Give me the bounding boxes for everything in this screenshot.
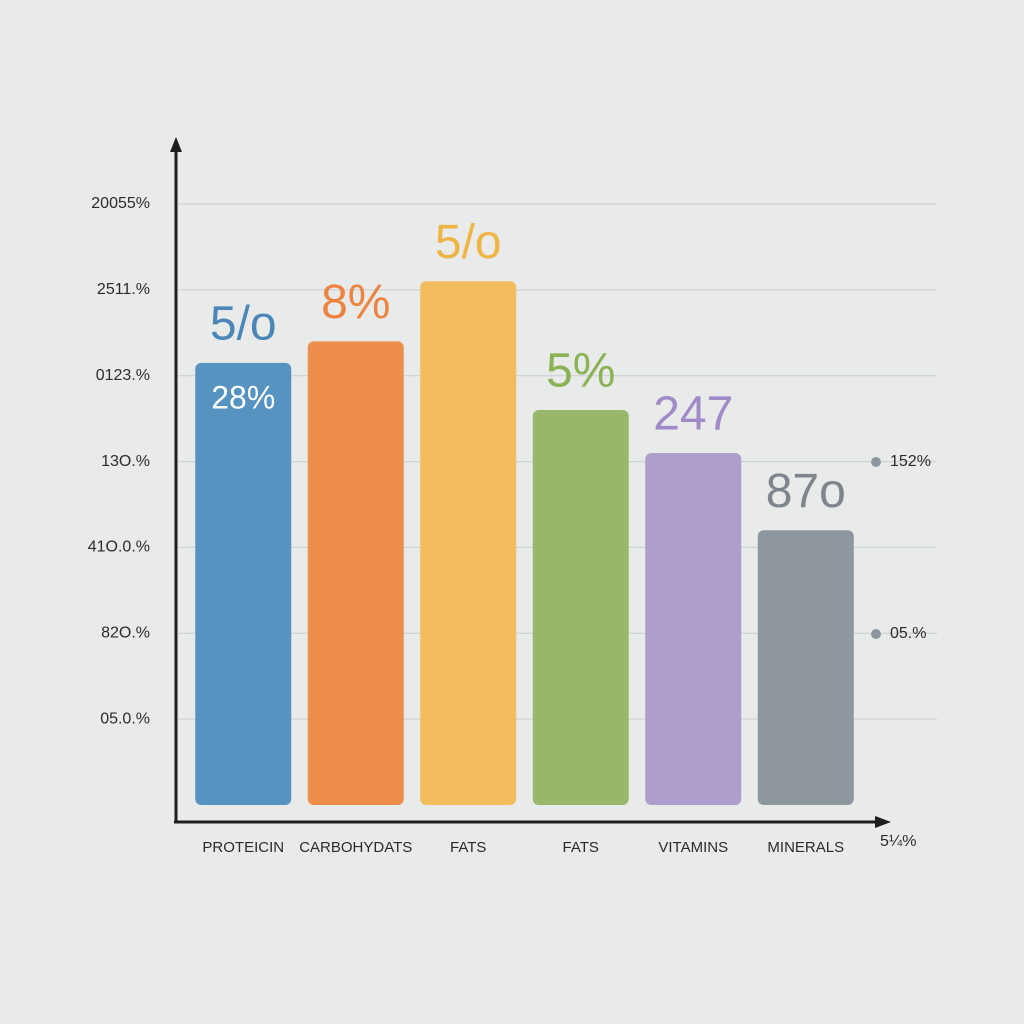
- x-tick-label: MINERALS: [767, 839, 844, 856]
- bar: [757, 530, 854, 805]
- x-tick-label: FATS: [450, 839, 486, 856]
- y-tick-label: 05.0.%: [100, 710, 150, 727]
- side-dot: [871, 457, 881, 467]
- bar: [645, 452, 742, 805]
- bar-label: 87o: [766, 465, 846, 518]
- bar: [195, 362, 292, 805]
- y-tick-label: 82O.%: [101, 625, 150, 642]
- y-tick-label: 13O.%: [101, 453, 150, 470]
- side-label: 152%: [890, 453, 931, 470]
- bar: [307, 341, 404, 805]
- x-end-label: 5¼%: [880, 833, 916, 850]
- side-label: 05.%: [890, 625, 926, 642]
- y-tick-label: 0123.%: [96, 367, 150, 384]
- y-axis-arrow: [170, 137, 182, 152]
- bar-label: 5%: [546, 345, 615, 398]
- bar-label: 5/o: [210, 298, 277, 351]
- x-axis-arrow: [875, 816, 891, 828]
- y-tick-label: 2511.%: [97, 281, 150, 298]
- x-tick-label: PROTEICIN: [202, 839, 284, 856]
- side-dot: [871, 629, 881, 639]
- y-tick-label: 20055%: [91, 195, 150, 212]
- inner-label: 28%: [211, 379, 275, 415]
- bar-label: 8%: [321, 276, 390, 329]
- x-tick-label: VITAMINS: [658, 839, 728, 856]
- x-tick-label: FATS: [563, 839, 599, 856]
- bar-label: 247: [653, 388, 733, 441]
- y-tick-label: 41O.0.%: [88, 539, 150, 556]
- bar-label: 5/o: [435, 216, 502, 269]
- bar: [532, 410, 629, 805]
- bar: [420, 281, 517, 805]
- x-tick-label: CARBOHYDATS: [299, 839, 412, 856]
